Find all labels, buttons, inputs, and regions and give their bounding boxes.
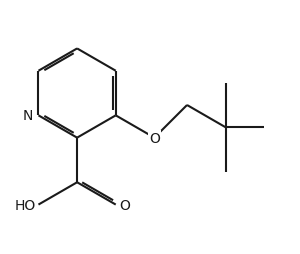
Text: O: O [149,131,160,145]
Text: O: O [119,198,130,212]
Text: N: N [22,109,33,123]
Text: HO: HO [15,198,36,212]
